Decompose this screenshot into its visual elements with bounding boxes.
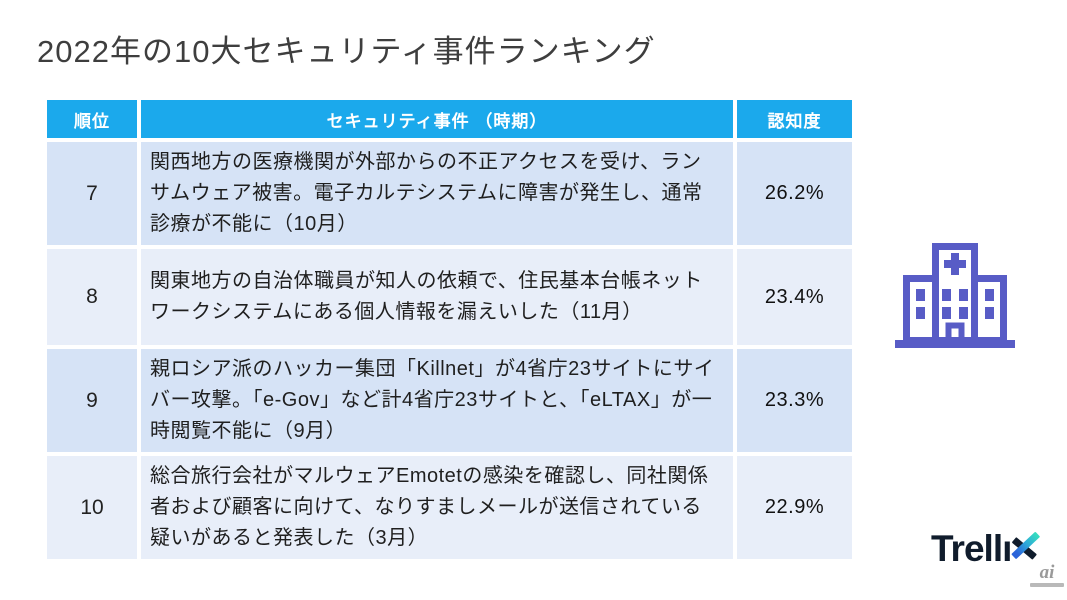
hospital-window bbox=[959, 289, 968, 301]
trellix-wordmark: Trellı bbox=[931, 528, 1012, 569]
page-title: 2022年の10大セキュリティ事件ランキング bbox=[37, 34, 656, 69]
row-8-incident: 関東地方の自治体職員が知人の依頼で、住民基本台帳ネットワークシステムにある個人情… bbox=[141, 249, 733, 345]
row-9-awareness: 23.3% bbox=[737, 349, 852, 452]
row-7-incident: 関西地方の医療機関が外部からの不正アクセスを受け、ランサムウェア被害。電子カルテ… bbox=[141, 142, 733, 245]
hospital-cross-icon bbox=[944, 253, 966, 275]
row-8-awareness: 23.4% bbox=[737, 249, 852, 345]
hospital-window bbox=[916, 289, 925, 301]
ai-watermark-text: ai bbox=[1039, 562, 1055, 583]
row-8-rank: 8 bbox=[47, 249, 137, 345]
row-10-awareness: 22.9% bbox=[737, 456, 852, 559]
hospital-window bbox=[959, 307, 968, 319]
trellix-x-mark bbox=[1011, 531, 1041, 561]
ranking-table: 順位 セキュリティ事件 （時期） 認知度 7 関西地方の医療機関が外部からの不正ア… bbox=[47, 100, 852, 559]
row-9-rank: 9 bbox=[47, 349, 137, 452]
column-header-rank: 順位 bbox=[47, 100, 137, 138]
hospital-window bbox=[985, 307, 994, 319]
hospital-window bbox=[985, 289, 994, 301]
trellix-logo: Trellı bbox=[931, 528, 1041, 570]
row-7-awareness: 26.2% bbox=[737, 142, 852, 245]
ai-watermark-subtext-bar bbox=[1030, 583, 1064, 587]
column-header-incident: セキュリティ事件 （時期） bbox=[141, 100, 733, 138]
hospital-window bbox=[916, 307, 925, 319]
hospital-icon bbox=[895, 243, 1015, 348]
ai-watermark: ai bbox=[1030, 563, 1064, 587]
column-header-awareness: 認知度 bbox=[737, 100, 852, 138]
hospital-door bbox=[945, 322, 965, 344]
row-9-incident: 親ロシア派のハッカー集団「Killnet」が4省庁23サイトにサイバー攻撃。「e… bbox=[141, 349, 733, 452]
row-7-rank: 7 bbox=[47, 142, 137, 245]
row-10-incident: 総合旅行会社がマルウェアEmotetの感染を確認し、同社関係者および顧客に向けて… bbox=[141, 456, 733, 559]
hospital-window bbox=[942, 289, 951, 301]
hospital-window bbox=[942, 307, 951, 319]
row-10-rank: 10 bbox=[47, 456, 137, 559]
